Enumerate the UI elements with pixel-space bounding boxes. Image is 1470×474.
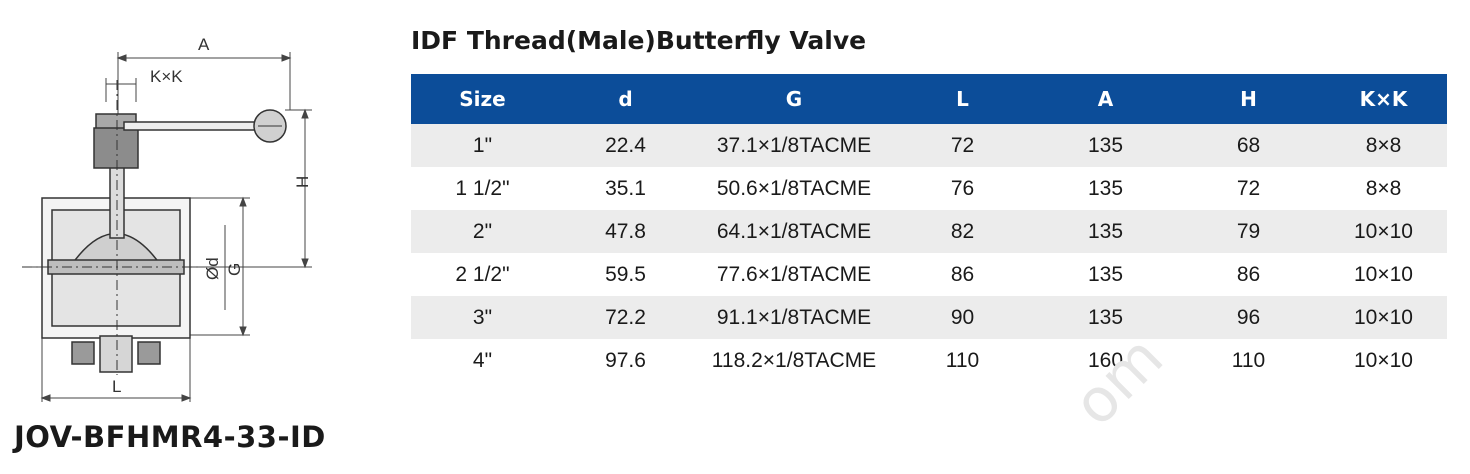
table-row: 3" 72.2 91.1×1/8TACME 90 135 96 10×10	[411, 296, 1447, 339]
header-a: A	[1034, 74, 1177, 124]
cell-kk: 8×8	[1320, 124, 1447, 167]
cell-h: 110	[1231, 348, 1266, 372]
cell-size: 4"	[472, 348, 493, 372]
cell-h: 96	[1177, 296, 1320, 339]
cell-d: 47.8	[554, 210, 697, 253]
cell-h: 72	[1236, 176, 1261, 200]
header-kk: K×K	[1320, 74, 1447, 124]
cell-h: 79	[1177, 210, 1320, 253]
cell-kk: 8×8	[1365, 176, 1402, 200]
cell-size: 1 1/2"	[455, 176, 510, 200]
cell-kk: 10×10	[1320, 296, 1447, 339]
cell-a: 135	[1034, 296, 1177, 339]
table-row: 2 1/2" 59.5 77.6×1/8TACME 86 135 86 10×1…	[411, 253, 1447, 296]
cell-h: 68	[1177, 124, 1320, 167]
cell-l: 90	[891, 296, 1034, 339]
cell-g: 77.6×1/8TACME	[716, 262, 872, 286]
dimension-label-kk: K×K	[150, 67, 183, 86]
cell-g: 64.1×1/8TACME	[697, 210, 891, 253]
cell-h: 86	[1236, 262, 1261, 286]
cell-size: 2 1/2"	[455, 262, 510, 286]
cell-a: 135	[1087, 176, 1124, 200]
cell-d: 59.5	[605, 262, 646, 286]
cell-a: 160	[1087, 348, 1124, 372]
cell-d: 72.2	[554, 296, 697, 339]
cell-d: 22.4	[554, 124, 697, 167]
header-g: G	[697, 74, 891, 124]
dimension-label-d: Ød	[203, 257, 222, 280]
dimension-label-l: L	[112, 377, 121, 396]
spec-table: Size d G L A H K×K 1" 22.4 37.1×1/8TACME…	[411, 74, 1447, 382]
header-size: Size	[411, 74, 554, 124]
cell-l: 72	[891, 124, 1034, 167]
table-header-row: Size d G L A H K×K	[411, 74, 1447, 124]
cell-g: 37.1×1/8TACME	[697, 124, 891, 167]
cell-size: 3"	[411, 296, 554, 339]
cell-a: 135	[1034, 210, 1177, 253]
table-row: 4" 97.6 118.2×1/8TACME 110 160 110 10×10	[411, 339, 1447, 382]
cell-kk: 10×10	[1354, 262, 1413, 286]
cell-kk: 10×10	[1320, 210, 1447, 253]
valve-technical-drawing: A K×K H Ød G L	[22, 35, 312, 402]
cell-l: 82	[891, 210, 1034, 253]
cell-g: 50.6×1/8TACME	[716, 176, 872, 200]
cell-a: 135	[1087, 262, 1124, 286]
table-row: 1 1/2" 35.1 50.6×1/8TACME 76 135 72 8×8	[411, 167, 1447, 210]
model-code: JOV-BFHMR4-33-ID	[14, 420, 326, 454]
cell-l: 76	[950, 176, 975, 200]
dimension-label-a: A	[198, 35, 210, 54]
cell-size: 2"	[411, 210, 554, 253]
cell-d: 97.6	[605, 348, 646, 372]
header-h: H	[1177, 74, 1320, 124]
cell-d: 35.1	[605, 176, 646, 200]
cell-g: 118.2×1/8TACME	[711, 348, 877, 372]
header-l: L	[891, 74, 1034, 124]
dimension-label-h: H	[293, 176, 312, 188]
cell-l: 86	[950, 262, 975, 286]
cell-l: 110	[945, 348, 980, 372]
cell-a: 135	[1034, 124, 1177, 167]
table-row: 1" 22.4 37.1×1/8TACME 72 135 68 8×8	[411, 124, 1447, 167]
table-row: 2" 47.8 64.1×1/8TACME 82 135 79 10×10	[411, 210, 1447, 253]
dimension-label-g: G	[225, 263, 244, 276]
header-d: d	[554, 74, 697, 124]
cell-g: 91.1×1/8TACME	[697, 296, 891, 339]
cell-size: 1"	[411, 124, 554, 167]
cell-kk: 10×10	[1354, 348, 1413, 372]
table-title: IDF Thread(Male)Butterfly Valve	[411, 26, 867, 55]
